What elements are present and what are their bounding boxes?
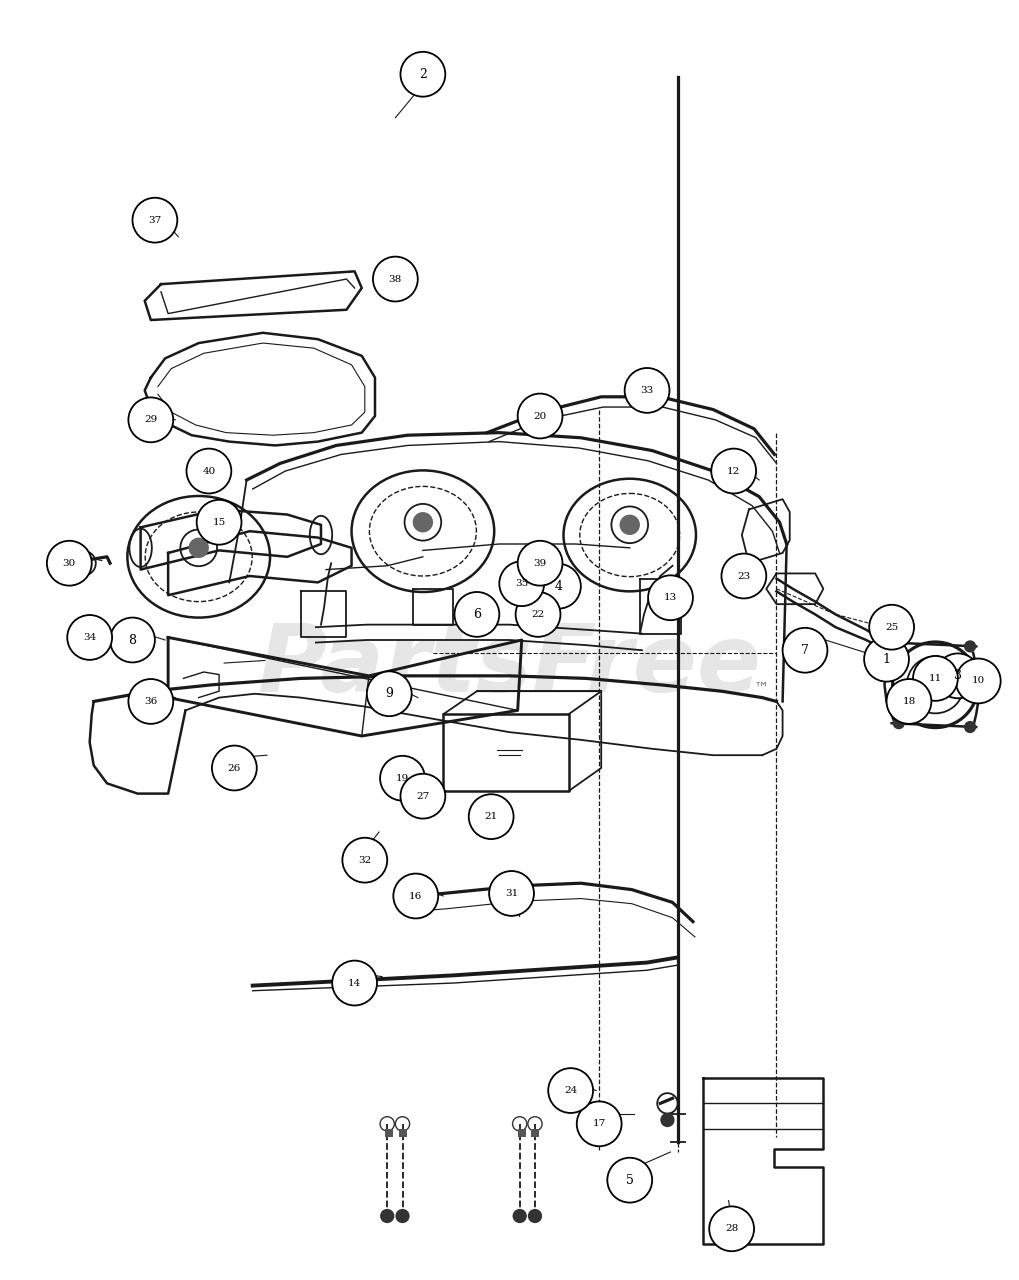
- Circle shape: [660, 1112, 675, 1128]
- Bar: [398, 1129, 407, 1137]
- Text: 16: 16: [409, 891, 423, 901]
- Text: 21: 21: [484, 812, 498, 822]
- Circle shape: [400, 51, 445, 97]
- Circle shape: [607, 1157, 652, 1203]
- Circle shape: [393, 873, 438, 919]
- Circle shape: [499, 561, 544, 607]
- Circle shape: [711, 448, 756, 494]
- Circle shape: [893, 717, 905, 730]
- Circle shape: [67, 614, 112, 660]
- Text: 27: 27: [416, 791, 430, 801]
- Circle shape: [721, 553, 766, 599]
- Bar: [385, 1129, 393, 1137]
- Text: 39: 39: [533, 558, 547, 568]
- Text: 7: 7: [801, 644, 809, 657]
- Circle shape: [577, 1101, 622, 1147]
- Circle shape: [625, 367, 669, 413]
- Circle shape: [332, 960, 377, 1006]
- Circle shape: [454, 591, 499, 637]
- Bar: [531, 1129, 539, 1137]
- Circle shape: [869, 604, 914, 650]
- Text: 23: 23: [737, 571, 751, 581]
- Circle shape: [709, 1206, 754, 1252]
- Circle shape: [893, 636, 905, 649]
- Text: 17: 17: [592, 1119, 606, 1129]
- Circle shape: [513, 1208, 527, 1224]
- Text: 28: 28: [725, 1224, 739, 1234]
- Circle shape: [516, 591, 560, 637]
- Text: 12: 12: [727, 466, 741, 476]
- Circle shape: [197, 499, 242, 545]
- Text: 2: 2: [419, 68, 427, 81]
- Text: 10: 10: [971, 676, 985, 686]
- Text: 13: 13: [663, 593, 678, 603]
- Circle shape: [528, 1208, 542, 1224]
- Circle shape: [373, 256, 418, 302]
- Circle shape: [648, 575, 693, 621]
- Circle shape: [913, 655, 958, 701]
- Circle shape: [964, 640, 976, 653]
- Text: 6: 6: [473, 608, 481, 621]
- Text: 38: 38: [388, 274, 403, 284]
- Circle shape: [469, 794, 514, 840]
- Circle shape: [536, 563, 581, 609]
- Circle shape: [47, 540, 92, 586]
- Circle shape: [380, 1208, 394, 1224]
- Circle shape: [964, 721, 976, 733]
- Circle shape: [620, 515, 640, 535]
- Text: 4: 4: [554, 580, 562, 593]
- Circle shape: [342, 837, 387, 883]
- Circle shape: [110, 617, 155, 663]
- Text: 18: 18: [902, 696, 916, 707]
- Circle shape: [189, 538, 209, 558]
- Text: 15: 15: [212, 517, 226, 527]
- Circle shape: [935, 653, 980, 699]
- Circle shape: [380, 755, 425, 801]
- Circle shape: [518, 393, 562, 439]
- Text: 40: 40: [202, 466, 216, 476]
- Text: 3: 3: [954, 669, 962, 682]
- Circle shape: [783, 627, 827, 673]
- Circle shape: [367, 671, 412, 717]
- Text: 36: 36: [144, 696, 158, 707]
- Circle shape: [212, 745, 257, 791]
- Circle shape: [132, 197, 177, 243]
- Circle shape: [489, 870, 534, 916]
- Text: 29: 29: [144, 415, 158, 425]
- Text: 35: 35: [515, 579, 529, 589]
- Text: 22: 22: [531, 609, 545, 620]
- Circle shape: [186, 448, 231, 494]
- Text: 14: 14: [347, 978, 362, 988]
- Circle shape: [864, 636, 909, 682]
- Text: 11: 11: [928, 673, 943, 684]
- Text: 5: 5: [626, 1174, 634, 1187]
- Text: 19: 19: [395, 773, 410, 783]
- Circle shape: [518, 540, 562, 586]
- Text: 32: 32: [358, 855, 372, 865]
- Text: 26: 26: [227, 763, 242, 773]
- Bar: [518, 1129, 526, 1137]
- Circle shape: [400, 773, 445, 819]
- Text: 24: 24: [564, 1085, 578, 1096]
- Circle shape: [887, 678, 931, 724]
- Text: 34: 34: [83, 632, 97, 643]
- Text: 33: 33: [640, 385, 654, 396]
- Text: 25: 25: [884, 622, 899, 632]
- Text: PartsFree: PartsFree: [258, 620, 761, 712]
- Text: 30: 30: [62, 558, 76, 568]
- Circle shape: [413, 512, 433, 532]
- Circle shape: [395, 1208, 410, 1224]
- Circle shape: [128, 678, 173, 724]
- Text: 8: 8: [128, 634, 137, 646]
- Text: 9: 9: [385, 687, 393, 700]
- Text: 1: 1: [882, 653, 891, 666]
- Text: 37: 37: [148, 215, 162, 225]
- Circle shape: [548, 1068, 593, 1114]
- Circle shape: [128, 397, 173, 443]
- Text: ™: ™: [754, 681, 769, 696]
- Text: 20: 20: [533, 411, 547, 421]
- Circle shape: [956, 658, 1001, 704]
- Text: 31: 31: [504, 888, 519, 899]
